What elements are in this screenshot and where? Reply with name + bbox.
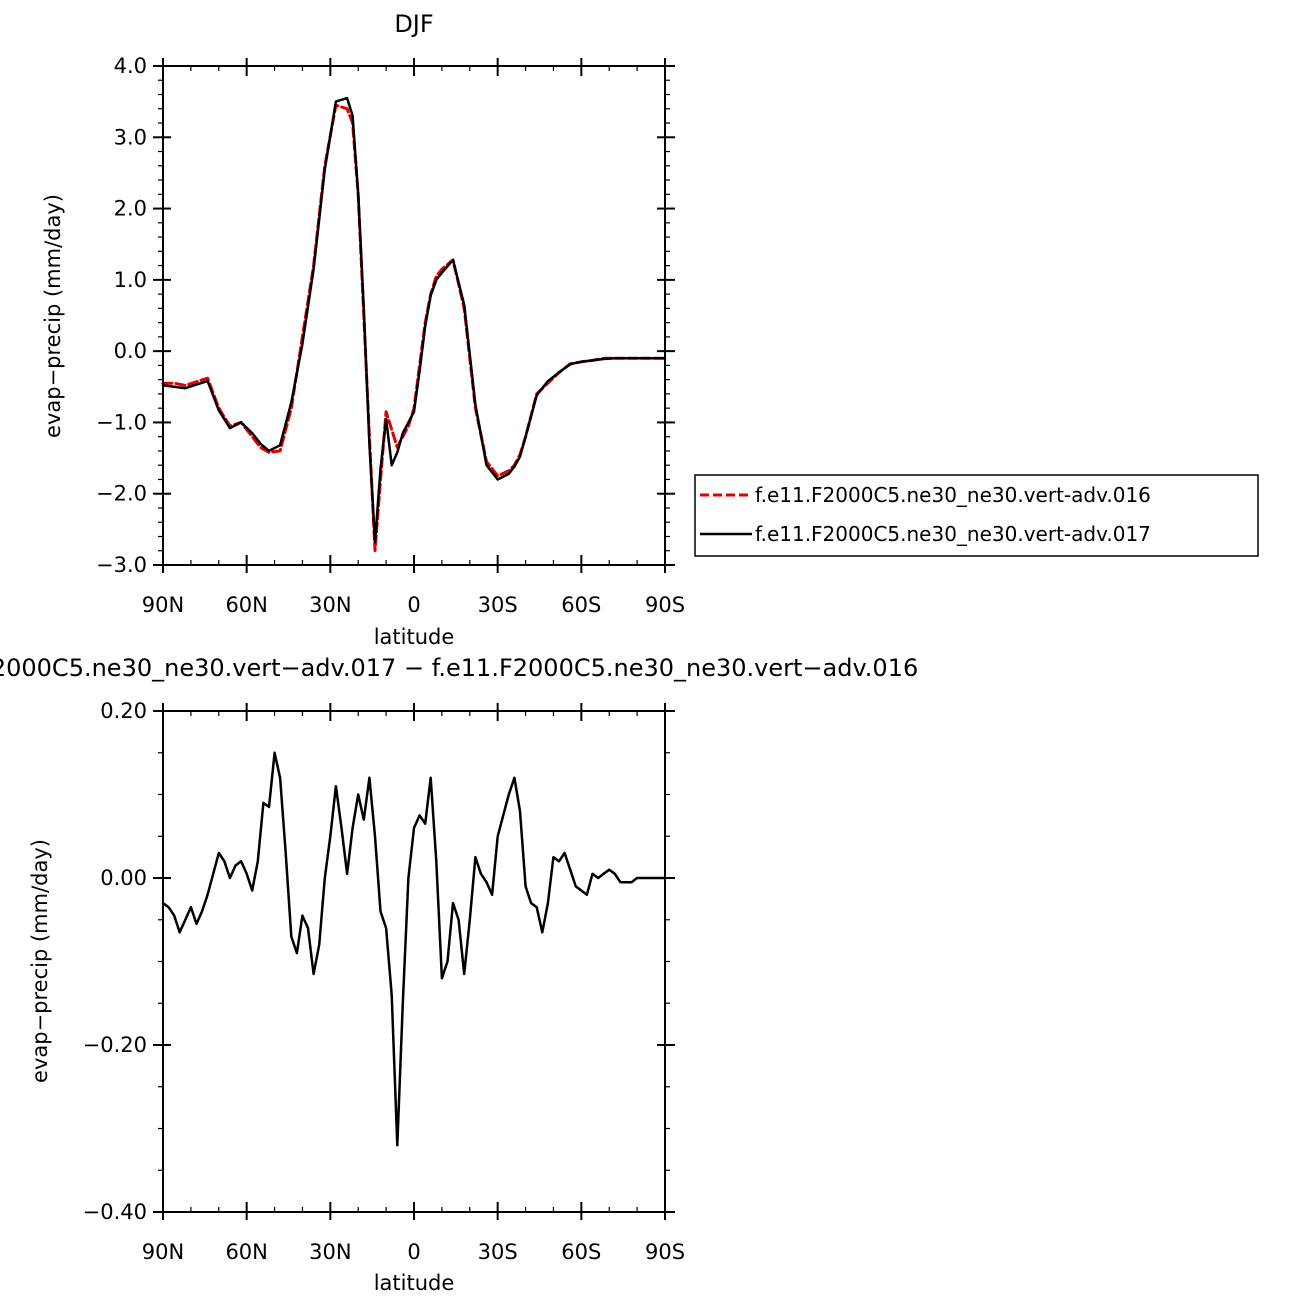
bottom-chart-x-axis-title: latitude	[374, 1271, 455, 1295]
top-x-tick-label: 0	[407, 593, 420, 617]
bottom-y-tick-label: 0.00	[100, 866, 147, 890]
top-y-tick-label: −2.0	[96, 482, 147, 506]
top-chart-title: DJF	[394, 10, 433, 38]
bottom-x-tick-label: 60S	[561, 1240, 601, 1264]
top-chart-lines	[161, 96, 667, 553]
legend-box	[694, 474, 1259, 557]
top-y-tick-label: 4.0	[114, 54, 147, 78]
legend-label-016: f.e11.F2000C5.ne30_ne30.vert-adv.016	[755, 483, 1151, 507]
bottom-chart-ticks: 90N 60N 30N 0 30S 60S 90S −0.40 −0.20 0.00 0.20	[83, 699, 685, 1264]
top-series-line-0	[161, 103, 667, 553]
top-chart-frame	[162, 65, 666, 566]
top-chart-y-axis-title: evap−precip (mm/day)	[41, 194, 65, 438]
bottom-y-tick-label: −0.40	[83, 1200, 147, 1224]
top-chart-panel: DJF 90N 60N 30N 0 30S 60S 90S −3.0 −2.0 −1.0 0.0 1.…	[41, 10, 685, 649]
top-series-line-1	[161, 96, 667, 544]
top-y-tick-label: 0.0	[114, 339, 147, 363]
bottom-x-tick-label: 60N	[225, 1240, 267, 1264]
bottom-x-tick-label: 90N	[142, 1240, 184, 1264]
bottom-series-line-0	[161, 751, 667, 1147]
top-chart-x-axis-title: latitude	[374, 625, 455, 649]
top-x-tick-label: 60S	[561, 593, 601, 617]
bottom-y-tick-label: 0.20	[100, 699, 147, 723]
bottom-x-tick-label: 0	[407, 1240, 420, 1264]
top-y-tick-label: −3.0	[96, 553, 147, 577]
bottom-x-tick-label: 90S	[645, 1240, 685, 1264]
bottom-x-tick-label: 30S	[478, 1240, 518, 1264]
top-x-tick-label: 90N	[142, 593, 184, 617]
top-x-tick-label: 30N	[309, 593, 351, 617]
bottom-chart-panel: f.e11.F2000C5.ne30_ne30.vert−adv.017 − f…	[0, 654, 918, 1295]
top-x-tick-label: 30S	[478, 593, 518, 617]
bottom-chart-lines	[161, 751, 667, 1147]
top-y-tick-label: 3.0	[114, 125, 147, 149]
bottom-x-tick-label: 30N	[309, 1240, 351, 1264]
bottom-chart-y-axis-title: evap−precip (mm/day)	[28, 839, 52, 1083]
top-y-tick-label: −1.0	[96, 410, 147, 434]
legend: f.e11.F2000C5.ne30_ne30.vert-adv.016 f.e…	[694, 474, 1259, 557]
legend-label-017: f.e11.F2000C5.ne30_ne30.vert-adv.017	[755, 522, 1151, 546]
bottom-y-tick-label: −0.20	[83, 1033, 147, 1057]
top-y-tick-label: 2.0	[114, 197, 147, 221]
top-chart-ticks: 90N 60N 30N 0 30S 60S 90S −3.0 −2.0 −1.0 0.0 1.0 2.0…	[96, 54, 685, 617]
bottom-chart-title: f.e11.F2000C5.ne30_ne30.vert−adv.017 − f…	[0, 654, 918, 682]
top-y-tick-label: 1.0	[114, 268, 147, 292]
top-x-tick-label: 60N	[225, 593, 267, 617]
bottom-chart-frame	[162, 710, 666, 1213]
top-x-tick-label: 90S	[645, 593, 685, 617]
